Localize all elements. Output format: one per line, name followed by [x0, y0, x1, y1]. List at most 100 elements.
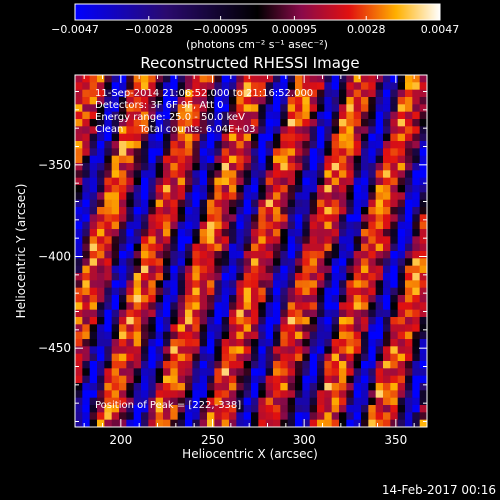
- heatmap-cell: [163, 133, 171, 142]
- heatmap-cell: [141, 251, 149, 259]
- heatmap-cell: [229, 353, 237, 362]
- heatmap-cell: [141, 243, 149, 252]
- heatmap-cell: [309, 75, 318, 83]
- heatmap-cell: [273, 273, 281, 281]
- heatmap-cell: [251, 397, 259, 406]
- heatmap-cell: [309, 324, 318, 333]
- heatmap-cell: [397, 287, 406, 296]
- heatmap-cell: [97, 258, 105, 267]
- heatmap-cell: [383, 265, 391, 274]
- heatmap-cell: [412, 346, 421, 355]
- heatmap-cell: [324, 346, 333, 355]
- heatmap-cell: [170, 412, 179, 421]
- heatmap-cell: [309, 199, 318, 208]
- heatmap-cell: [111, 383, 120, 391]
- heatmap-cell: [214, 221, 223, 230]
- heatmap-cell: [361, 397, 369, 406]
- heatmap-cell: [251, 214, 259, 223]
- heatmap-cell: [273, 302, 281, 311]
- heatmap-cell: [287, 141, 296, 149]
- heatmap-cell: [207, 82, 215, 91]
- heatmap-cell: [265, 390, 274, 399]
- heatmap-cell: [405, 236, 413, 245]
- heatmap-cell: [397, 346, 406, 355]
- heatmap-cell: [192, 192, 201, 201]
- heatmap-cell: [251, 89, 259, 98]
- heatmap-cell: [104, 331, 113, 340]
- heatmap-cell: [221, 405, 230, 413]
- heatmap-cell: [273, 229, 281, 237]
- heatmap-cell: [280, 192, 289, 201]
- heatmap-cell: [309, 339, 318, 347]
- heatmap-cell: [412, 229, 421, 237]
- heatmap-cell: [82, 104, 91, 113]
- heatmap-cell: [339, 82, 347, 91]
- heatmap-cell: [273, 353, 281, 362]
- heatmap-cell: [412, 302, 421, 311]
- heatmap-cell: [265, 419, 274, 427]
- heatmap-cell: [192, 75, 201, 83]
- heatmap-cell: [133, 89, 142, 98]
- heatmap-cell: [89, 185, 98, 193]
- heatmap-cell: [89, 243, 98, 252]
- heatmap-cell: [221, 119, 230, 127]
- heatmap-cell: [397, 302, 406, 311]
- heatmap-cell: [383, 324, 391, 333]
- heatmap-cell: [111, 412, 120, 421]
- heatmap-cell: [185, 119, 193, 127]
- heatmap-cell: [412, 163, 421, 171]
- heatmap-cell: [346, 236, 355, 245]
- heatmap-cell: [346, 309, 355, 318]
- heatmap-cell: [302, 346, 311, 355]
- heatmap-cell: [397, 405, 406, 413]
- heatmap-cell: [419, 375, 427, 384]
- heatmap-cell: [280, 317, 289, 325]
- x-tick-label: 350: [384, 433, 407, 447]
- heatmap-cell: [317, 199, 325, 208]
- heatmap-cell: [155, 185, 164, 193]
- heatmap-cell: [353, 368, 362, 377]
- heatmap-cell: [170, 75, 179, 83]
- heatmap-cell: [75, 405, 83, 413]
- heatmap-cell: [207, 280, 215, 289]
- heatmap-cell: [163, 280, 171, 289]
- heatmap-cell: [287, 170, 296, 179]
- heatmap-cell: [111, 397, 120, 406]
- heatmap-cell: [295, 141, 303, 149]
- heatmap-cell: [199, 287, 208, 296]
- heatmap-cell: [75, 339, 83, 347]
- heatmap-cell: [236, 280, 245, 289]
- heatmap-cell: [273, 89, 281, 98]
- heatmap-cell: [148, 177, 157, 186]
- heatmap-cell: [119, 251, 127, 259]
- heatmap-cell: [104, 170, 113, 179]
- heatmap-cell: [133, 236, 142, 245]
- heatmap-cell: [221, 339, 230, 347]
- heatmap-cell: [419, 214, 427, 223]
- heatmap-cell: [258, 397, 267, 406]
- heatmap-cell: [97, 155, 105, 164]
- heatmap-cell: [324, 126, 333, 135]
- heatmap-cell: [236, 141, 245, 149]
- heatmap-cell: [104, 339, 113, 347]
- heatmap-cell: [397, 192, 406, 201]
- heatmap-cell: [236, 375, 245, 384]
- heatmap-cell: [75, 353, 83, 362]
- heatmap-cell: [339, 89, 347, 98]
- heatmap-cell: [177, 419, 186, 427]
- heatmap-cell: [405, 170, 413, 179]
- heatmap-cell: [89, 353, 98, 362]
- heatmap-cell: [251, 104, 259, 113]
- heatmap-cell: [419, 324, 427, 333]
- heatmap-cell: [383, 177, 391, 186]
- heatmap-cell: [258, 155, 267, 164]
- heatmap-cell: [390, 390, 399, 399]
- heatmap-cell: [302, 126, 311, 135]
- heatmap-cell: [199, 236, 208, 245]
- heatmap-cell: [155, 361, 164, 369]
- heatmap-cell: [368, 419, 377, 427]
- heatmap-cell: [192, 390, 201, 399]
- heatmap-cell: [375, 97, 384, 105]
- heatmap-cell: [214, 214, 223, 223]
- heatmap-cell: [141, 331, 149, 340]
